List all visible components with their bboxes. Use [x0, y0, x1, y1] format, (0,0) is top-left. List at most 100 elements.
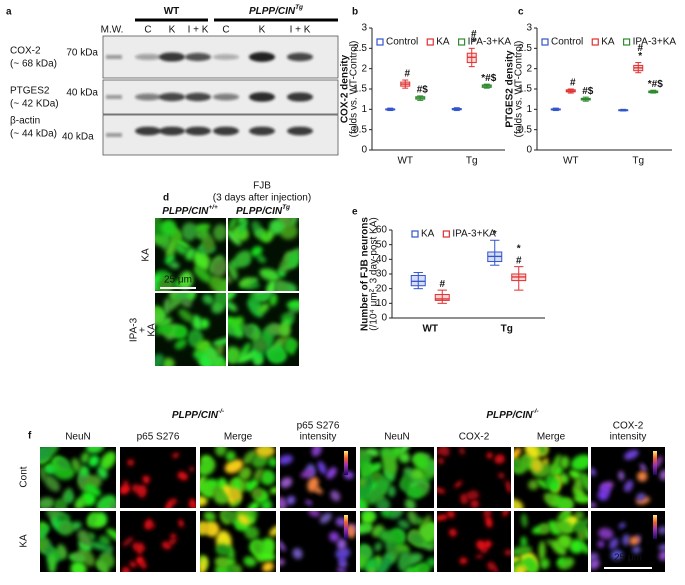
micrograph-clip [360, 447, 434, 508]
cell [200, 495, 208, 507]
significance-mark: *#$ [481, 73, 496, 84]
cell [40, 538, 49, 552]
y-tick-label: 40 [376, 254, 388, 265]
cell [570, 454, 588, 471]
significance-mark: * [638, 51, 642, 62]
cell [228, 346, 241, 363]
y-tick-label: 1 [526, 104, 532, 115]
legend-label: IPA-3+KA [452, 229, 496, 240]
cell [121, 566, 131, 572]
cell [43, 474, 60, 492]
cell [598, 527, 614, 540]
cell [622, 534, 631, 546]
cell [181, 222, 197, 242]
cell [382, 454, 398, 475]
cell [215, 447, 227, 457]
cell [487, 561, 494, 571]
cell [40, 497, 55, 508]
cell [447, 511, 455, 518]
y-tick-label: 0 [361, 145, 367, 156]
cell [543, 492, 554, 503]
lane-label: I + K [290, 25, 311, 36]
micrograph [228, 218, 299, 291]
cell [189, 466, 195, 473]
cell [200, 458, 216, 476]
y-tick-label: 1.5 [353, 84, 367, 95]
cell [169, 261, 180, 269]
significance-mark: # [637, 43, 643, 54]
cell [502, 511, 510, 517]
legend-label: Control [386, 37, 418, 48]
cell [476, 540, 485, 550]
cell [269, 293, 278, 306]
cell [56, 513, 71, 523]
cell [378, 530, 395, 543]
blot-group: WT [164, 6, 180, 17]
cell [180, 297, 192, 308]
cell [640, 463, 647, 472]
y-tick-label: 1 [361, 104, 367, 115]
micrograph-clip [200, 511, 276, 572]
cell [110, 501, 116, 508]
x-tick-label: Tg [632, 156, 644, 167]
color-bar [344, 451, 348, 475]
cell [659, 469, 665, 481]
cell [539, 558, 550, 570]
cell [514, 459, 521, 469]
cell [504, 549, 511, 556]
cell [212, 337, 226, 346]
legend-label: IPA-3+KA [633, 37, 677, 48]
cell [254, 228, 264, 237]
cell [459, 447, 465, 455]
micrograph [280, 447, 356, 508]
cell [437, 457, 444, 465]
blot-group-sup: Tg [295, 4, 303, 11]
cell [225, 450, 236, 462]
cell [280, 540, 286, 552]
column-label: Merge [537, 432, 566, 443]
marker-label: 40 kDa [66, 88, 98, 99]
micrograph-clip [155, 218, 226, 291]
cell [549, 481, 560, 493]
cell [228, 218, 238, 231]
cell [205, 346, 219, 365]
box [410, 274, 426, 287]
cell [398, 447, 411, 455]
cell [368, 566, 377, 572]
cell [624, 480, 634, 492]
significance-mark: # [439, 279, 445, 290]
micrograph [591, 447, 665, 508]
micrograph [437, 511, 511, 572]
micrograph-clip [514, 511, 588, 572]
column-label: p65 S276 [297, 421, 340, 432]
significance-mark: # [404, 69, 410, 80]
legend-swatch [426, 38, 434, 46]
legend-label: IPA-3+KA [468, 37, 512, 48]
cell [236, 351, 257, 363]
cell [636, 492, 646, 502]
cell [228, 301, 238, 312]
legend-label: KA [436, 37, 450, 48]
cell [360, 477, 367, 487]
legend-swatch [411, 230, 419, 238]
micrograph [200, 511, 276, 572]
significance-mark: #$ [582, 86, 594, 97]
cell [87, 512, 98, 528]
cell [195, 340, 211, 352]
micrograph-clip [591, 449, 665, 508]
blot-band [287, 92, 313, 102]
cell [555, 520, 573, 534]
blot-group-base: PLPP/CIN [249, 6, 296, 17]
cell [172, 452, 180, 459]
fjb-row-label: KA [147, 323, 158, 337]
color-bar [653, 515, 657, 539]
column-label: intensity [300, 432, 337, 443]
cell [252, 338, 268, 353]
cell [520, 536, 528, 548]
significance-mark: * [517, 243, 521, 254]
cell [467, 493, 480, 500]
cell [486, 452, 493, 459]
cell [288, 251, 299, 268]
cell [411, 467, 425, 481]
cell [247, 478, 259, 492]
